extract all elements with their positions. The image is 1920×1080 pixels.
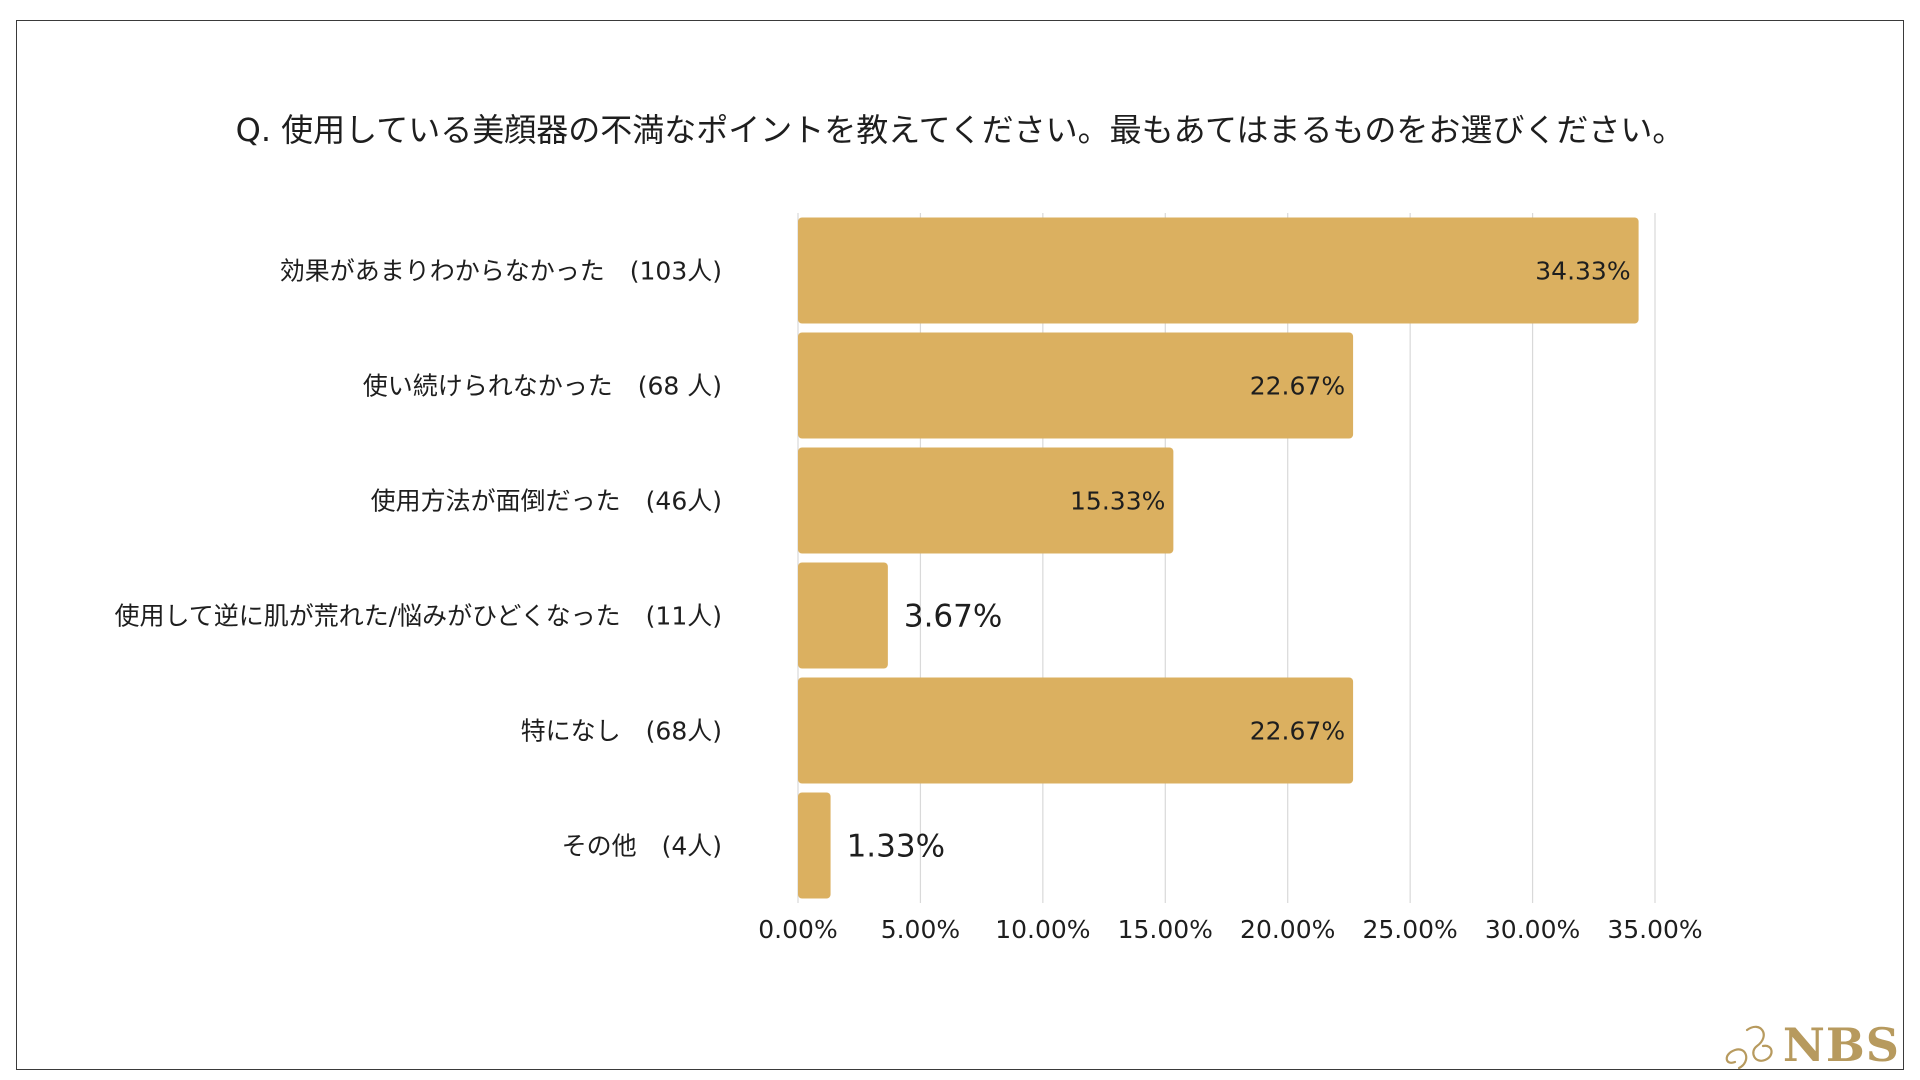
value-label: 15.33% bbox=[1070, 487, 1165, 516]
bars bbox=[798, 217, 1639, 899]
value-label: 22.67% bbox=[1250, 372, 1345, 401]
category-label: その他 (4人) bbox=[562, 832, 722, 861]
chart-frame bbox=[16, 20, 1904, 1070]
x-tick-label: 10.00% bbox=[995, 915, 1090, 944]
bar bbox=[798, 332, 1354, 439]
x-tick-label: 25.00% bbox=[1362, 915, 1457, 944]
category-label: 効果があまりわからなかった (103人) bbox=[280, 257, 722, 286]
logo-text: NBS bbox=[1782, 1018, 1900, 1072]
category-label: 使い続けられなかった (68 人) bbox=[363, 372, 722, 401]
bar bbox=[798, 677, 1354, 784]
value-label: 34.33% bbox=[1535, 257, 1630, 286]
x-tick-label: 35.00% bbox=[1607, 915, 1702, 944]
value-labels: 34.33% 22.67% 15.33% 3.67% 22.67% 1.33% bbox=[847, 257, 1631, 865]
nbs-logo: NBS bbox=[1721, 1018, 1900, 1072]
category-label: 使用方法が面倒だった (46人) bbox=[371, 487, 722, 516]
chart-title: Q. 使用している美顔器の不満なポイントを教えてください。最もあてはまるものをお… bbox=[235, 111, 1685, 149]
category-label: 使用して逆に肌が荒れた/悩みがひどくなった (11人) bbox=[115, 602, 723, 631]
grid-lines bbox=[797, 213, 1656, 903]
x-tick-label: 30.00% bbox=[1485, 915, 1580, 944]
x-tick-label: 0.00% bbox=[758, 915, 837, 944]
bar bbox=[798, 217, 1639, 324]
x-tick-label: 5.00% bbox=[881, 915, 960, 944]
category-label: 特になし (68人) bbox=[521, 717, 722, 746]
x-axis-ticks: 0.00% 5.00% 10.00% 15.00% 20.00% 25.00% 30.00%… bbox=[758, 915, 1702, 944]
x-tick-label: 20.00% bbox=[1240, 915, 1335, 944]
value-label: 3.67% bbox=[904, 599, 1002, 635]
bar bbox=[798, 447, 1174, 554]
bar bbox=[798, 792, 831, 899]
script-monogram-icon bbox=[1725, 1025, 1773, 1070]
x-tick-label: 15.00% bbox=[1118, 915, 1213, 944]
bar bbox=[798, 562, 888, 669]
category-labels: 効果があまりわからなかった (103人) 使い続けられなかった (68 人) 使用方… bbox=[115, 257, 723, 861]
value-label: 22.67% bbox=[1250, 717, 1345, 746]
value-label: 1.33% bbox=[847, 829, 945, 865]
